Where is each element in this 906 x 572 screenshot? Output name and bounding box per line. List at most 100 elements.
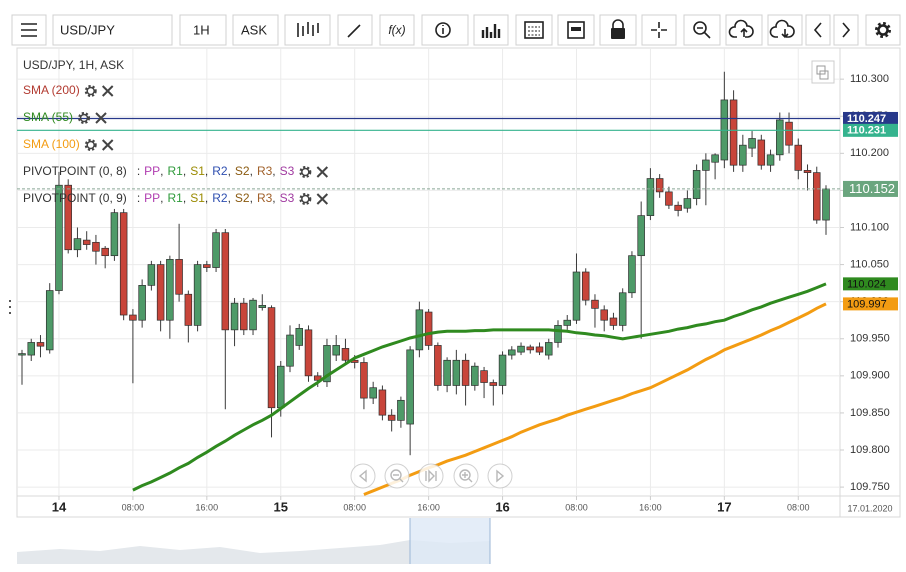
candle-body (480, 370, 488, 383)
sma-line (132, 282, 827, 492)
pen-icon (347, 24, 361, 38)
scroll-right[interactable] (487, 463, 513, 489)
legend-separator: , (160, 164, 163, 178)
candle-body (119, 212, 128, 316)
candle-body (258, 305, 267, 308)
legend-settings-ring (86, 140, 95, 150)
x-tick-label: 08:00 (343, 502, 366, 512)
legend-component: S2 (235, 191, 250, 205)
legend-remove[interactable] (316, 193, 329, 205)
function-icon: f(x) (388, 23, 405, 37)
lock-body (611, 28, 625, 39)
level-label-bg (843, 123, 898, 137)
candle-body (628, 255, 636, 294)
legend-remove[interactable] (101, 85, 114, 97)
x-tick-label: 15 (274, 499, 288, 514)
candle-body (313, 375, 322, 381)
legend-settings[interactable] (84, 139, 97, 151)
legend-settings[interactable] (299, 166, 312, 178)
level-label: 110.231 (847, 125, 886, 137)
expand-button[interactable] (811, 60, 835, 84)
x-tick-label: 08:00 (122, 502, 145, 512)
candle-body (794, 144, 803, 171)
timeframe: 1H (193, 22, 210, 37)
legend-settings[interactable] (84, 85, 97, 97)
symbol-select[interactable] (52, 14, 173, 46)
reset[interactable] (418, 463, 444, 489)
candle-body (452, 359, 461, 386)
candle-body (508, 349, 516, 356)
info-button[interactable] (421, 14, 469, 46)
candle-body (360, 362, 368, 399)
candle-body (92, 241, 100, 252)
legend-remove[interactable] (316, 166, 329, 178)
legend-item: PIVOTPOINT (0, 8) (23, 164, 127, 178)
prev-button[interactable] (805, 14, 831, 46)
candle-body (776, 119, 784, 156)
scroll-left[interactable] (350, 463, 376, 489)
candle-body (471, 365, 479, 386)
candle-body (461, 359, 470, 386)
candle-body (609, 317, 618, 326)
candle-body (240, 302, 248, 331)
side-select[interactable] (232, 14, 279, 46)
legend-component: R3 (257, 191, 273, 205)
next-button[interactable] (833, 14, 859, 46)
navigator-window[interactable] (410, 518, 490, 564)
candle-body (757, 139, 766, 166)
candle-body (591, 299, 599, 309)
candle-body (655, 178, 664, 193)
legend-item: PIVOTPOINT (0, 9) (23, 191, 127, 205)
candle-body (618, 292, 627, 326)
draw-button[interactable] (337, 14, 373, 46)
symbol: USD/JPY (60, 22, 115, 37)
crosshair-button[interactable] (641, 14, 677, 46)
legend-title: USD/JPY, 1H, ASK (23, 58, 124, 72)
level-label-bg (843, 111, 898, 125)
x-tick-label: 08:00 (787, 502, 810, 512)
bars-icon (481, 24, 501, 38)
legend-component: R3 (257, 164, 273, 178)
legend-component: R2 (212, 191, 228, 205)
candle-body (341, 348, 350, 361)
legend-settings[interactable] (299, 193, 312, 205)
legend-remove[interactable] (95, 112, 107, 124)
y-tick-label: 110.100 (850, 221, 889, 233)
candle-body (822, 188, 830, 221)
legend-separator: : (137, 191, 140, 205)
candle-body (545, 342, 553, 356)
info-icon (435, 22, 451, 38)
legend-settings[interactable] (78, 112, 91, 124)
settings-button[interactable] (865, 14, 901, 46)
candle-body (203, 264, 211, 268)
menu-icon (21, 23, 37, 37)
candle-body (572, 271, 581, 321)
chart-frame (16, 47, 901, 518)
nav-icons (358, 469, 505, 483)
toolbar: USD/JPY 1H ASK f(x) (11, 14, 901, 46)
legend-component: PP (144, 164, 160, 178)
candle-body (332, 345, 340, 356)
legend-component: R1 (168, 164, 184, 178)
resize-handle[interactable] (9, 300, 11, 314)
candle-body (101, 247, 109, 257)
zoom-in[interactable] (453, 463, 479, 489)
zoom-button[interactable] (683, 14, 721, 46)
legend-settings-ring (79, 113, 89, 123)
legend-settings-ring (301, 167, 310, 177)
sma-line (363, 302, 827, 496)
zoom-out[interactable] (384, 463, 410, 489)
legend-settings-ring (301, 194, 310, 204)
legend-remove[interactable] (101, 139, 114, 151)
candle-body (674, 204, 682, 211)
indicators-button[interactable] (379, 14, 415, 46)
navigator-area (17, 540, 490, 564)
candle-body (323, 345, 331, 383)
timeframe-select[interactable] (179, 14, 227, 46)
candle-body (249, 299, 257, 331)
volume-button[interactable] (473, 14, 509, 46)
calendar-button[interactable] (515, 14, 553, 46)
x-tick-label: 16:00 (417, 502, 440, 512)
candle-body (267, 307, 276, 409)
download-icon (769, 19, 795, 39)
